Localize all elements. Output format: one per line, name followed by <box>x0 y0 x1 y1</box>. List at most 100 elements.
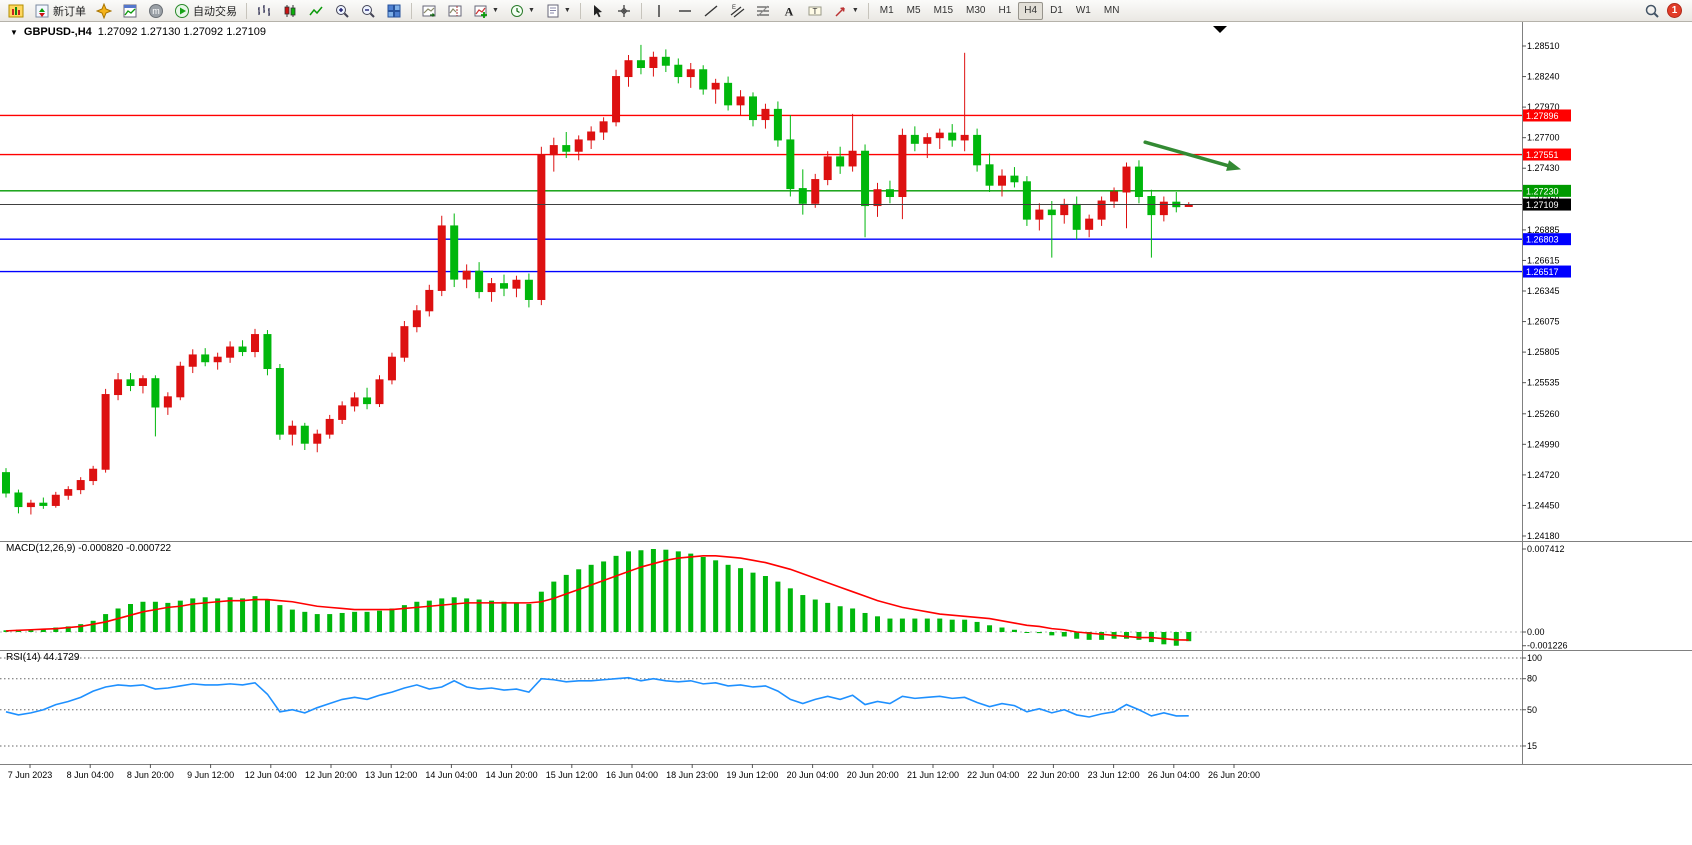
chart-candles-button[interactable] <box>278 1 302 21</box>
navigator-button[interactable] <box>92 1 116 21</box>
candle-body <box>998 175 1006 186</box>
candle-body <box>363 397 372 405</box>
autotrading-button[interactable]: 自动交易 <box>170 1 241 21</box>
indicators-button[interactable]: ▼ <box>469 1 503 21</box>
search-icon[interactable] <box>1644 3 1660 19</box>
data-window-button[interactable] <box>118 1 142 21</box>
scroll-to-end-marker-icon[interactable] <box>1213 26 1227 33</box>
periods-button[interactable]: ▼ <box>505 1 539 21</box>
periods-clock-icon <box>510 4 523 17</box>
candle-body <box>562 145 571 152</box>
candle-body <box>512 279 521 289</box>
indicators-icon <box>474 5 487 18</box>
macd-bar <box>115 608 121 632</box>
text-label-tool[interactable]: T <box>803 1 827 21</box>
new-order-button[interactable]: 新订单 <box>30 1 90 21</box>
macd-bar <box>762 576 768 632</box>
candle-body <box>873 189 882 207</box>
mql-community-button[interactable]: m <box>144 1 168 21</box>
macd-bar <box>825 602 831 632</box>
timeframe-m15[interactable]: M15 <box>933 5 954 16</box>
app-chart-button[interactable] <box>4 1 28 21</box>
macd-bar <box>526 604 532 632</box>
price-tick-label: 1.27700 <box>1527 133 1560 143</box>
text-tool[interactable]: A <box>777 1 801 21</box>
templates-dropdown-caret: ▼ <box>563 7 571 14</box>
timeframe-m1[interactable]: M1 <box>879 5 894 16</box>
candle-body <box>151 378 160 408</box>
time-tick-label: 13 Jun 12:00 <box>365 770 417 780</box>
notification-count: 1 <box>1671 5 1678 16</box>
candle-body <box>1134 166 1143 198</box>
fibonacci-tool[interactable] <box>751 1 775 21</box>
timeframe-m5[interactable]: M5 <box>906 5 921 16</box>
time-tick-label: 15 Jun 12:00 <box>546 770 598 780</box>
price-tag-label: 1.27109 <box>1526 200 1559 210</box>
toolbar-separator <box>867 2 869 19</box>
macd-bar <box>613 555 619 632</box>
macd-scale[interactable]: 0.007412 0.00 -0.001226 <box>1522 544 1568 651</box>
candle-body <box>761 108 770 121</box>
rsi-line <box>5 676 1189 718</box>
chart-bars-icon <box>258 4 270 16</box>
arrows-tool[interactable]: ▼ <box>829 1 863 21</box>
zoom-out-button[interactable] <box>356 1 380 21</box>
horizontal-level-lines[interactable] <box>0 114 1522 273</box>
timeframe-m30[interactable]: M30 <box>966 5 986 16</box>
equidistant-channel-tool[interactable]: E <box>725 1 749 21</box>
timeframe-d1[interactable]: D1 <box>1050 5 1063 16</box>
tile-windows-button[interactable] <box>382 1 406 21</box>
time-axis[interactable]: 7 Jun 2023 8 Jun 04:00 8 Jun 20:00 9 Jun 12… <box>8 764 1260 780</box>
candle-body <box>1085 218 1094 230</box>
macd-bar <box>1124 632 1129 639</box>
chart-bars-button[interactable] <box>252 1 276 21</box>
candle-body <box>524 279 533 300</box>
candle-body <box>450 225 459 280</box>
cursor-button[interactable] <box>586 1 610 21</box>
templates-button[interactable]: ▼ <box>541 1 575 21</box>
auto-scroll-button[interactable] <box>417 1 441 21</box>
toolbar-separator <box>246 2 247 19</box>
chart-shift-button[interactable] <box>443 1 467 21</box>
timeframe-group: M1 M5 M15 M30 H1 H4 D1 W1 MN <box>874 1 1126 20</box>
price-tick-label: 1.26345 <box>1527 286 1560 296</box>
price-axis[interactable]: 1.28510 1.28240 1.27970 1.27700 1.27430 1.271… <box>1522 41 1560 541</box>
macd-bar <box>252 596 258 632</box>
price-tick-label: 1.24990 <box>1527 439 1560 449</box>
macd-bar <box>1024 632 1030 633</box>
vertical-line-tool[interactable] <box>647 1 671 21</box>
notification-badge[interactable]: 1 <box>1667 3 1682 18</box>
timeframe-w1[interactable]: W1 <box>1075 5 1091 16</box>
new-order-icon <box>35 4 49 17</box>
price-tick-label: 1.26615 <box>1527 255 1560 265</box>
candle-body <box>425 289 434 312</box>
candle-body <box>487 283 496 293</box>
price-tag-label: 1.26517 <box>1526 267 1559 277</box>
macd-bar <box>264 599 270 632</box>
timeframe-mn[interactable]: MN <box>1103 5 1120 16</box>
candle-body <box>649 56 658 69</box>
macd-bar <box>414 601 420 632</box>
text-icon: A <box>784 4 793 18</box>
zoom-in-button[interactable] <box>330 1 354 21</box>
horizontal-line-tool[interactable] <box>673 1 697 21</box>
time-tick-label: 20 Jun 04:00 <box>787 770 839 780</box>
macd-bar <box>787 588 793 632</box>
candlestick-series[interactable] <box>2 44 1193 515</box>
trend-arrow-annotation[interactable] <box>1143 140 1242 171</box>
candle-body <box>674 64 683 78</box>
text-label-icon: T <box>808 6 822 15</box>
crosshair-button[interactable] <box>612 1 636 21</box>
trendline-tool[interactable] <box>699 1 723 21</box>
macd-bar <box>601 561 607 632</box>
macd-bar <box>962 619 968 632</box>
chart-line-button[interactable] <box>304 1 328 21</box>
timeframe-h4[interactable]: H4 <box>1018 1 1044 20</box>
candle-body <box>1072 203 1081 230</box>
candle-body <box>1159 201 1168 216</box>
timeframe-h1[interactable]: H1 <box>998 5 1012 16</box>
chart-shift-icon <box>448 5 462 16</box>
macd-bar <box>377 610 382 632</box>
macd-bar <box>800 595 806 632</box>
